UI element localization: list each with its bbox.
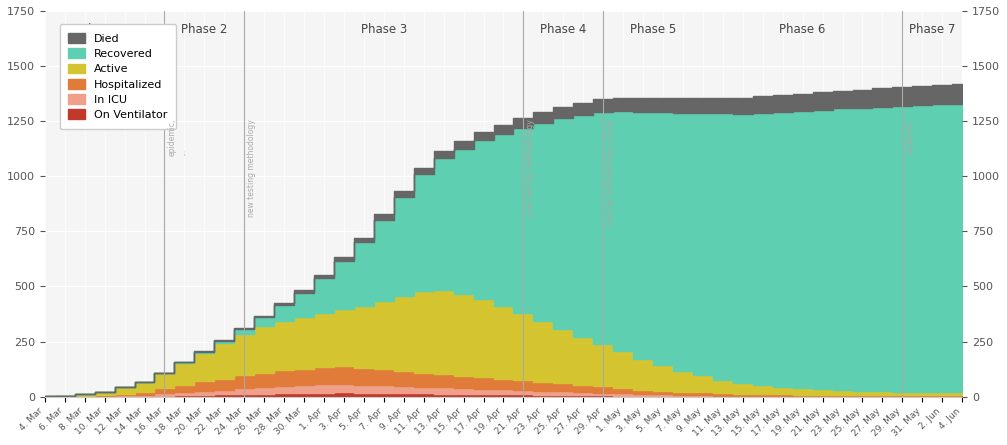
Legend: Died, Recovered, Active, Hospitalized, In ICU, On Ventilator: Died, Recovered, Active, Hospitalized, I… [59,24,176,129]
Text: testing methodology, study: testing methodology, study [606,119,615,225]
Text: Phase 5: Phase 5 [630,23,677,36]
Text: Phase 7: Phase 7 [909,23,956,36]
Text: Phase 6: Phase 6 [779,23,826,36]
Text: epidemic: epidemic [905,119,914,154]
Text: new testing methodology: new testing methodology [527,119,536,217]
Text: Phase 2: Phase 2 [181,23,228,36]
Text: Phase 3: Phase 3 [361,23,407,36]
Text: Phase 4: Phase 4 [540,23,586,36]
Text: epidemic,
...: epidemic, ... [167,119,187,156]
Text: Phase 1: Phase 1 [82,23,128,36]
Text: new testing methodology: new testing methodology [248,119,256,217]
